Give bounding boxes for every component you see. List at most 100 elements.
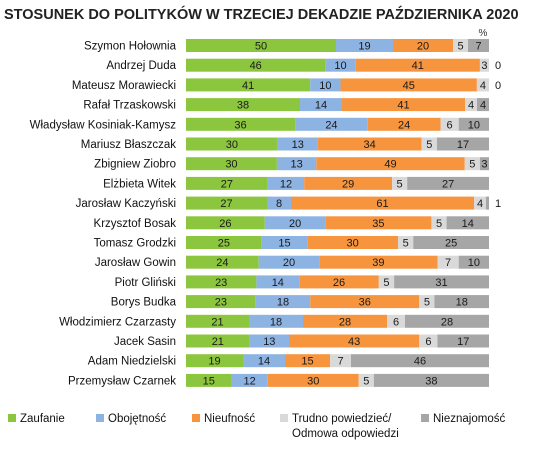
legend-item-nieufnosc: Nieufność: [192, 413, 255, 425]
row-andrzej-duda: Andrzej Duda 46 10 41 3 0: [106, 58, 501, 72]
bar-segment-nieznajomosc: [477, 98, 489, 112]
bar-segment-zaufanie: [186, 373, 232, 387]
row-piotr-glinski: Piotr Gliński 23 14 26 5 31: [115, 275, 489, 289]
bar-segment-nieufnosc: [307, 236, 399, 249]
bar-segment-trudno-powiedziec: [358, 373, 374, 387]
bar-segment-obojetnosc: [267, 176, 305, 190]
category-label: Andrzej Duda: [106, 60, 176, 72]
legend-swatch: [96, 414, 104, 422]
data-label: 12: [280, 178, 292, 190]
data-label: 38: [425, 375, 437, 387]
bar-segment-nieznajomosc: [373, 373, 489, 387]
row-borys-budka: Borys Budka 23 18 36 5 18: [111, 295, 489, 309]
data-label: 24: [398, 119, 410, 131]
bar-segment-nieznajomosc: [446, 216, 489, 230]
bar-segment-zaufanie: [186, 216, 265, 230]
bar-segment-nieufnosc: [303, 314, 387, 328]
bar-segment-zaufanie: [186, 78, 311, 92]
legend-label: Trudno powiedzieć/: [292, 413, 392, 425]
category-label: Borys Budka: [111, 297, 177, 309]
data-label: 3: [481, 159, 487, 171]
data-label: 27: [221, 178, 233, 190]
bar-segment-zaufanie: [186, 275, 257, 289]
bar-segment-obojetnosc: [336, 39, 393, 52]
data-label: 34: [364, 139, 376, 151]
data-label: 4: [480, 80, 486, 92]
bar-segment-zaufanie: [186, 157, 277, 171]
bar-segment-nieznajomosc: [436, 137, 489, 151]
category-label: Krzysztof Bosak: [94, 218, 177, 230]
data-label: 5: [363, 375, 369, 387]
data-label: 5: [424, 297, 430, 309]
data-label: 39: [372, 257, 384, 269]
data-label: 4: [468, 100, 474, 112]
bar-segment-nieufnosc: [319, 255, 438, 269]
bar-segment-trudno-powiedziec: [330, 354, 351, 368]
bar-segment-obojetnosc: [249, 314, 303, 328]
bar-segment-obojetnosc: [264, 216, 326, 230]
row-jaroslaw-gowin: Jarosław Gowin 24 20 39 7 10: [95, 255, 489, 269]
bar-segment-nieufnosc: [267, 373, 359, 387]
bar-segment-zaufanie: [186, 314, 249, 328]
data-label: 20: [289, 218, 301, 230]
data-label-outside: 0: [495, 60, 501, 72]
data-label: 13: [263, 336, 275, 348]
row-jacek-sasin: Jacek Sasin 21 13 43 6 17: [114, 334, 489, 348]
data-label: 15: [278, 238, 290, 250]
data-label: 36: [234, 119, 246, 131]
data-label: 49: [384, 159, 396, 171]
data-label: 27: [442, 178, 454, 190]
data-label: 43: [348, 336, 360, 348]
data-label: 13: [290, 159, 302, 171]
data-label: 46: [414, 356, 426, 368]
data-label: 45: [403, 80, 415, 92]
bar-segment-trudno-powiedziec: [398, 236, 414, 249]
bar-segment-trudno-powiedziec: [378, 275, 395, 289]
category-label: Jacek Sasin: [114, 336, 176, 348]
row-wlodzimierz-czarzasty: Włodzimierz Czarzasty 21 18 28 6 28: [59, 314, 489, 328]
bar-segment-obojetnosc: [261, 236, 308, 249]
row-elzbieta-witek: Elżbieta Witek 27 12 29 5 27: [103, 176, 489, 190]
category-label: Mariusz Błaszczak: [81, 139, 176, 151]
data-label: 4: [480, 100, 486, 112]
data-label: 18: [270, 316, 282, 328]
data-label: 5: [436, 218, 442, 230]
data-label: 31: [435, 277, 447, 289]
category-label: Elżbieta Witek: [103, 178, 176, 190]
legend-label: Zaufanie: [20, 413, 65, 425]
bar-segment-nieufnosc: [317, 137, 422, 151]
legend-item-obojetnosc: Obojętność: [96, 413, 166, 425]
bar-segment-obojetnosc: [255, 295, 311, 309]
legend-label: Nieufność: [204, 413, 255, 425]
bar-segment-obojetnosc: [295, 117, 368, 131]
bar-segment-nieznajomosc: [479, 157, 489, 171]
bar-segment-trudno-powiedziec: [421, 137, 437, 151]
data-label: 30: [307, 375, 319, 387]
data-label: 26: [333, 277, 345, 289]
bar-segment-obojetnosc: [276, 157, 317, 171]
legend-label: Obojętność: [108, 413, 166, 425]
legend-swatch: [192, 414, 200, 422]
data-label: 7: [475, 41, 481, 53]
data-label: 20: [283, 257, 295, 269]
row-zbigniew-ziobro: Zbigniew Ziobro 30 13 49 5 3: [94, 157, 489, 171]
legend-item-nieznajomosc: Nieznajomość: [421, 413, 505, 425]
data-label-outside: 1: [495, 198, 501, 210]
data-label: 17: [457, 139, 469, 151]
bar-segment-zaufanie: [186, 354, 243, 368]
bar-segment-zaufanie: [186, 39, 336, 52]
legend-swatch: [280, 414, 288, 422]
data-label: 6: [425, 336, 431, 348]
bar-segment-trudno-powiedziec: [431, 216, 447, 230]
data-label: 41: [397, 100, 409, 112]
bar-segment-obojetnosc: [310, 78, 341, 92]
bar-segment-zaufanie: [186, 58, 326, 72]
bar-segment-nieznajomosc: [405, 314, 489, 328]
data-label: 35: [372, 218, 384, 230]
data-label: 5: [426, 139, 432, 151]
data-label: 41: [412, 60, 424, 72]
data-label: 24: [325, 119, 337, 131]
category-label: Włodzimierz Czarzasty: [59, 316, 176, 328]
category-label: Szymon Hołownia: [84, 41, 177, 53]
